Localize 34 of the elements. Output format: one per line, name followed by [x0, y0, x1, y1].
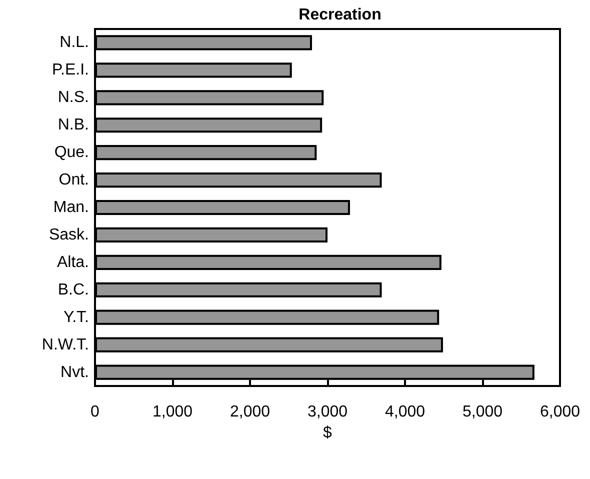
y-tick-label: Alta. [56, 254, 89, 271]
bar [95, 172, 382, 188]
y-tick-label: N.B. [58, 116, 89, 134]
bar [95, 62, 292, 78]
bar [95, 310, 440, 325]
bar [95, 35, 312, 50]
x-tick-label: 1,000 [152, 404, 193, 420]
x-axis-title: $ [323, 424, 332, 442]
x-tick-label: 0 [90, 404, 100, 420]
x-tick-label: 5,000 [462, 404, 503, 420]
bar [95, 337, 443, 352]
y-tick-label: Man. [53, 199, 89, 216]
y-tick-label: Sask. [48, 226, 89, 244]
y-tick-label: Y.T. [64, 308, 89, 326]
y-tick-label: B.C. [58, 281, 89, 298]
y-tick-label: Ont. [58, 172, 89, 189]
bar [95, 145, 317, 160]
bar [95, 90, 324, 106]
x-tick-label: 4,000 [384, 404, 426, 420]
bar [95, 118, 322, 133]
y-tick-label: Que. [54, 144, 89, 162]
x-tick-label: 3,000 [307, 404, 348, 420]
chart-title: Recreation [298, 6, 382, 24]
y-tick-label: N.L. [60, 34, 89, 52]
x-tick-label: 6,000 [540, 404, 580, 420]
y-tick-label: N.W.T. [42, 336, 89, 354]
y-tick-label: P.E.I. [52, 62, 89, 79]
x-tick-label: 2,000 [230, 404, 270, 420]
bar [95, 200, 350, 216]
bar [95, 254, 442, 270]
y-tick-label: Nvt. [60, 364, 89, 381]
y-tick-label: N.S. [58, 89, 89, 106]
bar [95, 227, 328, 243]
bar [95, 282, 382, 298]
